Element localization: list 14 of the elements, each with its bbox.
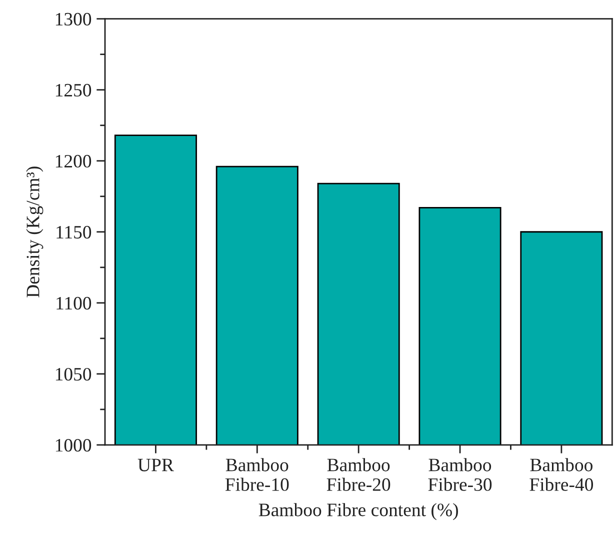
y-tick-label: 1150 (56, 226, 92, 239)
x-axis-title: Bamboo Fibre content (%) (258, 503, 458, 520)
y-tick-label: 1050 (56, 368, 92, 381)
x-tick-label: UPR (138, 458, 174, 472)
y-tick-label: 1100 (56, 296, 92, 310)
y-tick-label: 1000 (56, 438, 92, 452)
x-tick-label: Bamboo Fibre-30 (428, 458, 492, 491)
x-tick-label: Bamboo Fibre-40 (530, 458, 594, 491)
y-tick-label: 1250 (56, 84, 92, 97)
y-tick-label: 1300 (56, 12, 92, 26)
x-tick-label: Bamboo Fibre-20 (326, 458, 390, 491)
y-axis-title: Density (Kg/cm³) (26, 166, 44, 298)
x-tick-label: Bamboo Fibre-10 (225, 458, 289, 491)
y-tick-label: 1200 (56, 154, 92, 168)
